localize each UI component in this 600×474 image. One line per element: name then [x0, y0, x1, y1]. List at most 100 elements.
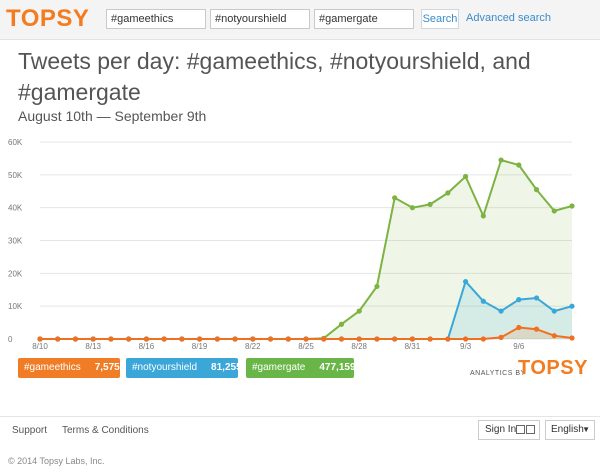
point-notyourshield — [463, 278, 469, 285]
point-gamergate — [463, 173, 469, 180]
chart-title: Tweets per day: #gameethics, #notyourshi… — [18, 48, 531, 105]
total-badge-gameethics[interactable]: #gameethics 7,575 — [18, 358, 120, 378]
x-tick-label: 8/10 — [32, 342, 48, 350]
point-gameethics — [179, 336, 185, 342]
point-gamergate — [427, 201, 433, 207]
x-tick-label: 8/28 — [351, 342, 367, 350]
total-badge-label: #notyourshield — [132, 362, 198, 373]
point-gameethics — [90, 336, 96, 342]
x-tick-label: 8/16 — [139, 342, 155, 350]
topsy-logo[interactable]: TOPSY — [6, 5, 90, 32]
y-tick-label: 50K — [8, 171, 23, 180]
point-gameethics — [72, 336, 79, 342]
x-tick-label: 8/31 — [405, 342, 421, 350]
point-gameethics — [285, 336, 291, 342]
point-notyourshield — [533, 295, 540, 301]
total-badge-value: 81,255 — [211, 362, 242, 373]
total-badge-value: 477,159 — [319, 362, 356, 373]
point-gamergate — [445, 190, 451, 196]
point-gameethics — [498, 334, 504, 340]
chevron-down-icon: ▼ — [582, 425, 590, 434]
total-badge-value: 7,575 — [94, 362, 120, 373]
x-tick-label: 8/25 — [298, 342, 314, 350]
x-tick-label: 8/19 — [192, 342, 208, 350]
point-gameethics — [427, 336, 433, 342]
footer-divider — [0, 416, 600, 417]
point-gamergate — [392, 195, 398, 201]
point-gameethics — [250, 336, 256, 342]
point-gamergate — [338, 321, 345, 327]
copyright-text: © 2014 Topsy Labs, Inc. — [8, 456, 105, 466]
analytics-topsy-logo: TOPSY — [518, 357, 588, 379]
point-gameethics — [143, 336, 149, 342]
point-gameethics — [569, 335, 575, 341]
point-gamergate — [374, 283, 380, 290]
social-icons — [515, 425, 535, 443]
y-tick-label: 30K — [8, 237, 23, 246]
language-select[interactable]: English ▼ — [545, 420, 595, 440]
point-gameethics — [392, 336, 398, 342]
point-gameethics — [37, 336, 43, 342]
x-tick-label: 8/22 — [245, 342, 261, 350]
point-gamergate — [356, 308, 362, 314]
chart-subtitle: August 10th — September 9th — [18, 108, 207, 124]
y-tick-label: 20K — [8, 269, 23, 278]
point-gameethics — [55, 336, 61, 342]
point-gameethics — [516, 324, 522, 331]
x-tick-label: 9/6 — [513, 342, 525, 350]
point-gameethics — [161, 336, 167, 342]
point-gamergate — [569, 203, 575, 209]
area-notyourshield — [40, 281, 572, 339]
point-gamergate — [516, 162, 522, 168]
point-gameethics — [356, 336, 362, 342]
point-gamergate — [480, 213, 486, 219]
facebook-icon — [526, 425, 535, 434]
twitter-icon — [516, 425, 525, 434]
point-gameethics — [108, 336, 114, 342]
point-gameethics — [321, 336, 327, 342]
point-gamergate — [498, 157, 504, 163]
point-gameethics — [338, 336, 345, 342]
terms-link[interactable]: Terms & Conditions — [62, 425, 149, 436]
sign-in-button[interactable]: Sign In — [478, 420, 540, 440]
point-gameethics — [126, 336, 132, 342]
advanced-search-link[interactable]: Advanced search — [466, 12, 551, 24]
point-gameethics — [214, 336, 220, 342]
y-tick-label: 40K — [8, 204, 23, 213]
support-link[interactable]: Support — [12, 425, 48, 436]
point-gameethics — [409, 336, 415, 342]
point-gamergate — [551, 208, 557, 214]
area-gamergate — [40, 160, 572, 339]
top-bar: TOPSY #gameethics #notyourshield #gamerg… — [0, 0, 600, 40]
language-label: English — [551, 424, 584, 435]
point-gamergate — [409, 205, 415, 211]
y-tick-label: 10K — [8, 302, 23, 311]
query-input-2[interactable]: #notyourshield — [210, 9, 310, 29]
total-badge-label: #gamergate — [252, 362, 306, 373]
y-tick-label: 0 — [8, 335, 13, 344]
y-tick-label: 60K — [8, 138, 23, 147]
point-gameethics — [480, 336, 486, 342]
sign-in-label: Sign In — [485, 424, 517, 435]
point-gameethics — [533, 326, 540, 332]
search-button[interactable]: Search — [421, 9, 459, 29]
point-gameethics — [463, 336, 469, 342]
point-notyourshield — [498, 308, 504, 314]
point-gameethics — [267, 336, 274, 342]
point-gameethics — [197, 336, 203, 342]
total-badge-notyourshield[interactable]: #notyourshield 81,255 — [126, 358, 242, 378]
point-notyourshield — [569, 303, 575, 309]
analytics-by-label: ANALYTICS BY — [470, 370, 526, 377]
point-notyourshield — [516, 297, 522, 303]
point-gameethics — [374, 336, 380, 342]
query-input-1[interactable]: #gameethics — [106, 9, 206, 29]
point-gameethics — [303, 336, 309, 342]
point-gamergate — [533, 187, 540, 193]
point-gameethics — [232, 336, 238, 342]
point-notyourshield — [480, 298, 486, 304]
point-notyourshield — [551, 308, 557, 314]
total-badge-gamergate[interactable]: #gamergate 477,159 — [246, 358, 356, 378]
query-input-3[interactable]: #gamergate — [314, 9, 414, 29]
point-gameethics — [445, 336, 451, 342]
x-tick-label: 8/13 — [85, 342, 101, 350]
